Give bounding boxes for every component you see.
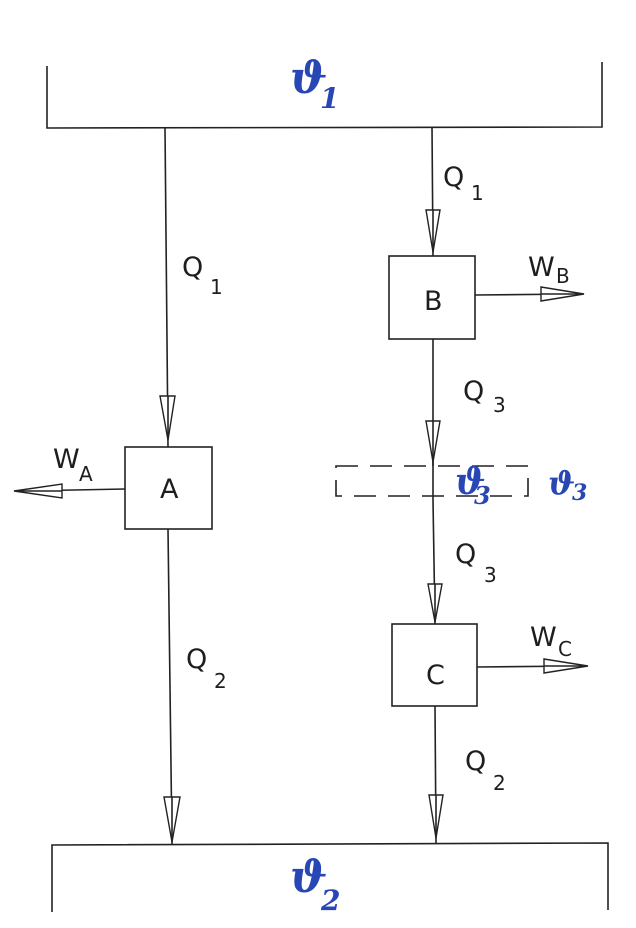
svg-text:ϑ: ϑ	[290, 53, 327, 104]
svg-text:Q: Q	[465, 746, 486, 777]
intermediate-handwritten-label: ϑ 3	[455, 461, 491, 510]
top-reservoir	[46, 62, 603, 129]
svg-text:2: 2	[320, 884, 340, 917]
work-b-label: W B	[528, 252, 570, 288]
left-upper-flow-label: Q 1	[182, 252, 223, 299]
svg-text:3: 3	[484, 563, 497, 587]
right-bottom-flow-label: Q 2	[465, 746, 506, 795]
bottom-reservoir-label: ϑ 2	[290, 852, 340, 917]
svg-text:ϑ: ϑ	[455, 461, 486, 503]
work-a-label: W A	[53, 444, 93, 486]
svg-text:3: 3	[474, 481, 491, 510]
svg-text:Q: Q	[463, 376, 484, 407]
engine-a-label: A	[160, 474, 179, 505]
engine-c-box	[391, 623, 478, 707]
svg-text:Q: Q	[455, 539, 476, 570]
bottom-reservoir	[51, 842, 609, 912]
svg-text:B: B	[556, 264, 570, 288]
svg-text:3: 3	[493, 393, 506, 417]
svg-text:1: 1	[210, 275, 223, 299]
left-lower-flow-label: Q 2	[186, 644, 227, 693]
right-mid-upper-flow-label: Q 3	[463, 376, 506, 417]
svg-text:ϑ: ϑ	[548, 464, 575, 502]
svg-text:ϑ: ϑ	[290, 852, 327, 903]
engine-a-box	[124, 446, 213, 530]
svg-text:3: 3	[572, 480, 587, 506]
svg-text:W: W	[530, 622, 557, 653]
engine-c-label: C	[426, 660, 445, 691]
svg-text:W: W	[528, 252, 555, 283]
svg-text:1: 1	[320, 82, 339, 115]
right-top-flow-label: Q 1	[443, 162, 484, 205]
svg-text:Q: Q	[182, 252, 203, 283]
work-c-label: W C	[530, 622, 572, 661]
svg-text:Q: Q	[186, 644, 207, 675]
svg-text:2: 2	[214, 669, 227, 693]
svg-text:Q: Q	[443, 162, 464, 193]
engine-b-label: B	[424, 286, 443, 317]
svg-text:W: W	[53, 444, 80, 475]
svg-text:2: 2	[493, 771, 506, 795]
intermediate-side-label: ϑ 3	[548, 464, 587, 506]
svg-text:1: 1	[471, 181, 484, 205]
left-flow-line-upper	[164, 127, 169, 448]
svg-text:A: A	[79, 462, 93, 486]
right-mid-lower-flow-label: Q 3	[455, 539, 497, 587]
left-flow-line-lower	[167, 528, 173, 846]
engine-b-box	[388, 255, 476, 340]
svg-text:C: C	[558, 637, 572, 661]
top-reservoir-label: ϑ 1	[290, 53, 339, 115]
intermediate-reservoir	[335, 465, 529, 497]
